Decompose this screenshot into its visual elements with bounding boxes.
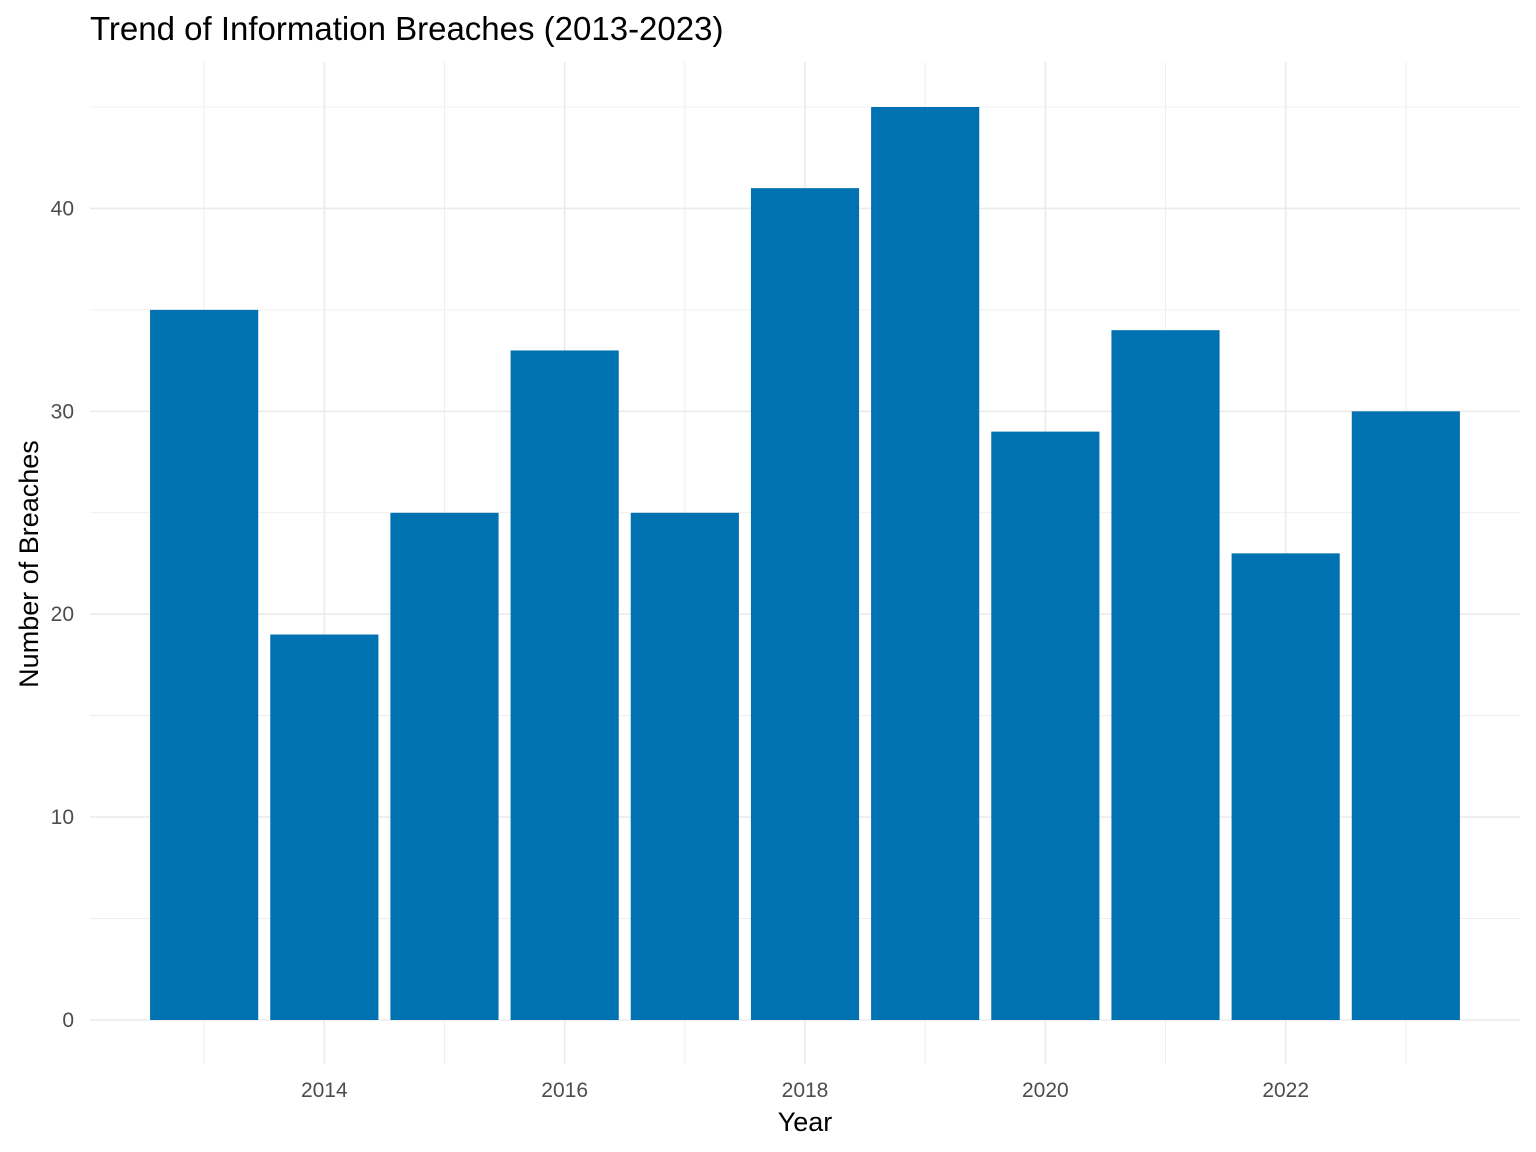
bars <box>150 107 1460 1021</box>
x-tick-label: 2020 <box>1022 1079 1069 1102</box>
x-axis-title: Year <box>778 1107 833 1137</box>
bar-2021 <box>1111 330 1220 1021</box>
x-tick-label: 2014 <box>301 1079 348 1102</box>
y-tick-label: 20 <box>51 603 74 626</box>
x-tick-label: 2022 <box>1262 1079 1309 1102</box>
y-tick-label: 10 <box>51 806 74 829</box>
y-tick-label: 30 <box>51 400 74 423</box>
x-axis-ticks: 2014 2016 2018 2020 2022 <box>301 1079 1309 1102</box>
bar-2022 <box>1231 553 1340 1020</box>
bar-2023 <box>1351 411 1460 1020</box>
bar-2020 <box>991 431 1100 1021</box>
bar-2017 <box>630 512 739 1020</box>
bar-2018 <box>750 188 860 1021</box>
y-axis-ticks: 0 10 20 30 40 <box>51 197 74 1032</box>
bar-2013 <box>150 309 259 1020</box>
x-tick-label: 2016 <box>541 1079 588 1102</box>
bar-2015 <box>390 512 499 1020</box>
chart-title: Trend of Information Breaches (2013-2023… <box>90 10 724 47</box>
bar-2014 <box>270 634 379 1020</box>
bar-2016 <box>510 350 619 1020</box>
x-tick-label: 2018 <box>782 1079 829 1102</box>
y-tick-label: 0 <box>62 1009 74 1032</box>
y-axis-title: Number of Breaches <box>14 440 44 688</box>
bar-2019 <box>871 107 980 1020</box>
y-tick-label: 40 <box>51 197 74 220</box>
